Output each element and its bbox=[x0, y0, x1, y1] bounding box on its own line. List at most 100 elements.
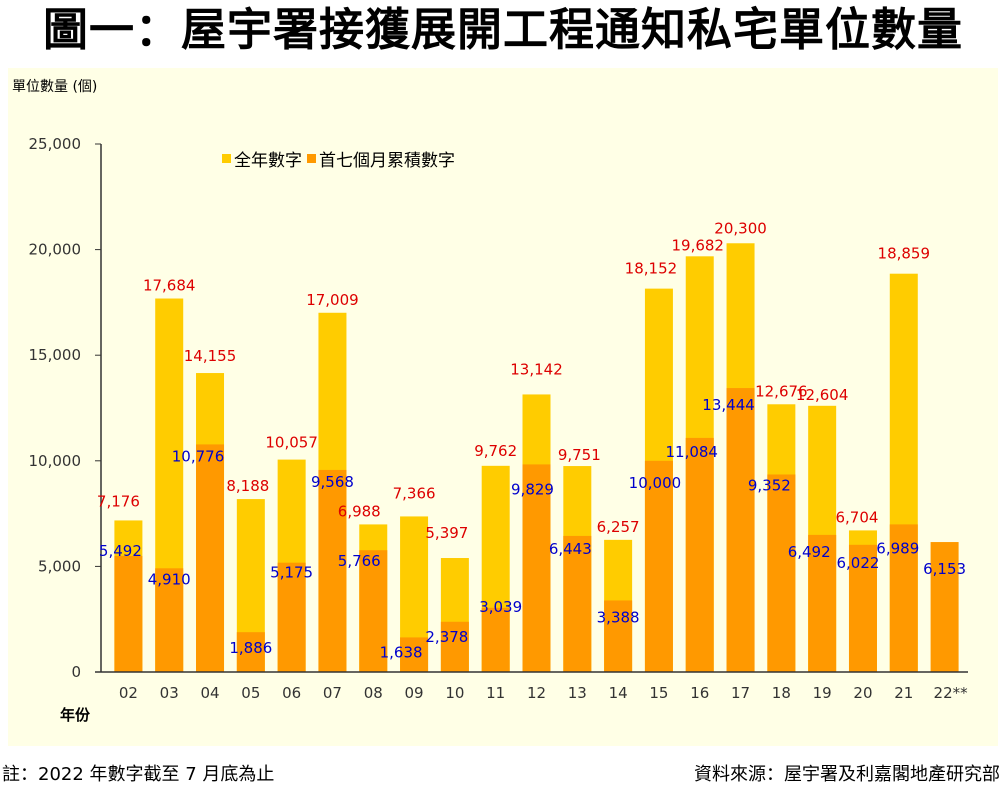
data-label-full-year: 18,859 bbox=[878, 245, 931, 263]
data-label-full-year: 19,682 bbox=[671, 236, 724, 254]
data-label-first-seven-months: 6,153 bbox=[923, 560, 966, 578]
x-tick-label: 05 bbox=[241, 684, 260, 702]
x-tick-label: 14 bbox=[609, 684, 628, 702]
x-tick-label: 13 bbox=[568, 684, 587, 702]
bar-first-seven-months bbox=[277, 562, 306, 672]
x-tick-label: 16 bbox=[690, 684, 709, 702]
y-tick-label: 25,000 bbox=[29, 135, 82, 153]
data-label-full-year: 13,142 bbox=[510, 360, 563, 378]
data-label-full-year: 14,155 bbox=[184, 347, 237, 365]
x-tick-label: 06 bbox=[282, 684, 301, 702]
legend-item-full-year: 全年數字 bbox=[222, 146, 302, 171]
bar-first-seven-months bbox=[114, 556, 143, 672]
data-label-first-seven-months: 9,352 bbox=[748, 476, 791, 494]
data-label-first-seven-months: 3,039 bbox=[479, 598, 522, 616]
chart-title: 圖一：屋宇署接獲展開工程通知私宅單位數量 bbox=[42, 3, 963, 56]
bar-first-seven-months bbox=[767, 474, 796, 672]
data-label-first-seven-months: 10,776 bbox=[172, 447, 225, 465]
data-label-first-seven-months: 5,766 bbox=[338, 552, 381, 570]
legend-label-full-year: 全年數字 bbox=[234, 151, 302, 171]
data-label-first-seven-months: 6,492 bbox=[788, 543, 831, 561]
bar-first-seven-months bbox=[481, 607, 510, 672]
x-tick-label: 08 bbox=[364, 684, 383, 702]
bar-first-seven-months bbox=[155, 568, 184, 672]
bar-first-seven-months bbox=[848, 544, 877, 672]
legend-item-first-seven-months: 首七個月累積數字 bbox=[307, 146, 455, 171]
data-label-first-seven-months: 10,000 bbox=[629, 474, 682, 492]
data-label-full-year: 7,366 bbox=[393, 484, 436, 502]
data-label-full-year: 9,762 bbox=[474, 442, 517, 460]
data-label-first-seven-months: 9,829 bbox=[511, 480, 554, 498]
x-tick-label: 20 bbox=[853, 684, 872, 702]
data-label-full-year: 17,009 bbox=[306, 291, 359, 309]
bar-first-seven-months bbox=[726, 388, 755, 672]
x-tick-label: 07 bbox=[323, 684, 342, 702]
bar-first-seven-months bbox=[400, 637, 429, 672]
data-label-first-seven-months: 11,084 bbox=[665, 443, 718, 461]
legend: 全年數字 首七個月累積數字 bbox=[222, 146, 460, 171]
bar-first-seven-months bbox=[440, 621, 469, 672]
data-label-first-seven-months: 5,492 bbox=[99, 542, 142, 560]
footer-source: 資料來源：屋宇署及利嘉閣地產研究部 bbox=[694, 764, 1000, 785]
data-label-full-year: 6,257 bbox=[597, 518, 640, 536]
data-label-first-seven-months: 1,638 bbox=[380, 643, 423, 661]
data-label-full-year: 5,397 bbox=[425, 524, 468, 542]
y-tick-label: 10,000 bbox=[29, 452, 82, 470]
bar-first-seven-months bbox=[522, 464, 551, 672]
legend-swatch-full-year bbox=[222, 154, 231, 163]
y-tick-label: 5,000 bbox=[38, 557, 81, 575]
y-axis-label: 單位數量 (個) bbox=[12, 79, 98, 95]
bar-first-seven-months bbox=[644, 460, 673, 672]
data-label-full-year: 12,604 bbox=[796, 386, 849, 404]
data-label-first-seven-months: 6,022 bbox=[836, 554, 879, 572]
data-label-full-year: 6,988 bbox=[338, 502, 381, 520]
x-tick-label: 21 bbox=[894, 684, 913, 702]
data-label-full-year: 6,704 bbox=[835, 508, 878, 526]
x-tick-label: 17 bbox=[731, 684, 750, 702]
data-label-full-year: 18,152 bbox=[625, 260, 678, 278]
data-label-first-seven-months: 5,175 bbox=[270, 564, 313, 582]
x-axis-label: 年份 bbox=[60, 706, 91, 724]
data-label-first-seven-months: 4,910 bbox=[148, 570, 191, 588]
y-tick-label: 0 bbox=[71, 663, 81, 681]
x-tick-label: 15 bbox=[649, 684, 668, 702]
data-label-full-year: 17,684 bbox=[143, 277, 196, 295]
x-tick-label: 22** bbox=[934, 684, 969, 702]
bar-first-seven-months bbox=[685, 437, 714, 672]
data-label-first-seven-months: 6,443 bbox=[549, 540, 592, 558]
bar-first-seven-months bbox=[889, 524, 918, 672]
x-tick-label: 18 bbox=[772, 684, 791, 702]
x-tick-label: 09 bbox=[405, 684, 424, 702]
bar-first-seven-months bbox=[359, 550, 388, 672]
data-label-first-seven-months: 13,444 bbox=[702, 396, 755, 414]
x-tick-label: 04 bbox=[200, 684, 219, 702]
x-tick-label: 10 bbox=[445, 684, 464, 702]
bar-first-seven-months bbox=[563, 535, 592, 672]
data-label-first-seven-months: 1,886 bbox=[229, 639, 272, 657]
x-tick-label: 11 bbox=[486, 684, 505, 702]
axes-group: 0 5,000 10,000 15,000 20,000 25,000 02 03 04 05 06… bbox=[29, 135, 969, 702]
bar-first-seven-months bbox=[196, 444, 225, 672]
bar-first-seven-months bbox=[604, 600, 633, 672]
data-label-first-seven-months: 3,388 bbox=[597, 608, 640, 626]
data-label-full-year: 8,188 bbox=[226, 477, 269, 495]
data-label-full-year: 10,057 bbox=[265, 434, 318, 452]
y-tick-label: 15,000 bbox=[29, 346, 82, 364]
bar-first-seven-months bbox=[930, 542, 959, 672]
legend-label-first-seven-months: 首七個月累積數字 bbox=[319, 151, 455, 171]
data-label-full-year: 12,676 bbox=[755, 382, 808, 400]
data-label-first-seven-months: 9,568 bbox=[311, 473, 354, 491]
bar-first-seven-months bbox=[808, 534, 837, 672]
x-tick-label: 19 bbox=[813, 684, 832, 702]
data-label-first-seven-months: 2,378 bbox=[425, 628, 468, 646]
x-tick-label: 12 bbox=[527, 684, 546, 702]
legend-swatch-first-seven-months bbox=[307, 154, 316, 163]
data-label-full-year: 20,300 bbox=[714, 219, 767, 237]
footer-note: 註：2022 年數字截至 7 月底為止 bbox=[2, 764, 275, 785]
bars-group bbox=[114, 243, 959, 673]
data-label-full-year: 7,176 bbox=[97, 492, 140, 510]
data-label-first-seven-months: 6,989 bbox=[876, 539, 919, 557]
bar-first-seven-months bbox=[318, 469, 347, 672]
x-tick-label: 02 bbox=[119, 684, 138, 702]
